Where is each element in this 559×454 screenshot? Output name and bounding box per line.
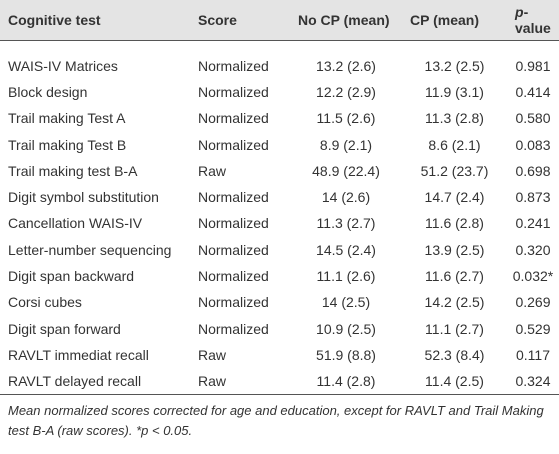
table-cell: 10.9 (2.5) [316, 320, 376, 337]
header-cell: No CP (mean) [290, 0, 402, 41]
spacer [0, 40, 559, 53]
header-row: Cognitive test Score No CP (mean) CP (mean)… [0, 0, 559, 41]
table-row: WAIS-IV Matrices Normalized 13.2 (2.6) 13.2… [0, 53, 559, 79]
header-cell: p-value [507, 0, 559, 41]
table-row: Digit span forward Normalized 10.9 (2.5) 11… [0, 315, 559, 341]
table-cell: RAVLT delayed recall [0, 368, 190, 395]
table-cell: 11.4 (2.5) [402, 368, 507, 395]
table-cell: 11.3 (2.8) [425, 110, 484, 127]
table-cell: Normalized [198, 241, 269, 258]
table-cell: 0.241 [515, 215, 551, 232]
table-cell: 14.5 (2.4) [316, 241, 376, 258]
table-cell: Trail making Test B [8, 136, 127, 153]
table-row: Cancellation WAIS-IV Normalized 11.3 (2.7)… [0, 210, 559, 236]
footnote: Mean normalized scores corrected for age… [8, 402, 544, 438]
table-cell: Trail making test B-A [8, 162, 138, 179]
table-cell: 14 (2.6) [321, 189, 371, 206]
table-row: Letter-number sequencing Normalized 14.5 (… [0, 237, 559, 263]
table-cell: 0.873 [515, 189, 551, 206]
table-cell: 11.6 (2.8) [425, 215, 484, 232]
table-cell: 11.1 (2.7) [425, 320, 484, 337]
table-cell: Digit span backward [8, 268, 135, 285]
results-table: Cognitive test Score No CP (mean) CP (mean)… [0, 0, 559, 395]
table-cell: 13.2 (2.5) [424, 57, 485, 74]
header-cell: Score [190, 0, 290, 41]
table-cell: Trail making Test A [8, 110, 126, 127]
table-row: Trail making Test B Normalized 8.9 (2.1) 8.… [0, 131, 559, 157]
header-cell: Cognitive test [0, 0, 190, 41]
table-cell: Digit symbol substitution [8, 189, 159, 206]
table-cell: Normalized [198, 83, 269, 100]
table-cell: 0.529 [515, 320, 551, 337]
table-cell: Raw [198, 162, 227, 179]
table-cell: Normalized [198, 268, 269, 285]
table-cell: 0.414 [515, 83, 551, 100]
table-cell: 12.2 (2.9) [316, 83, 376, 100]
table-body: WAIS-IV Matrices Normalized 13.2 (2.6) 13.2… [0, 40, 559, 395]
table-cell: Raw [190, 368, 290, 395]
table-cell: 0.320 [515, 241, 551, 258]
table-row: Digit symbol substitution Normalized 14 (2… [0, 184, 559, 210]
table-cell: Normalized [198, 110, 269, 127]
table-cell: 51.2 (23.7) [420, 162, 489, 179]
table-cell: 11.4 (2.8) [290, 368, 402, 395]
table-cell: 8.6 (2.1) [428, 136, 481, 153]
table-cell: Letter-number sequencing [8, 241, 172, 258]
table-cell: Block design [8, 83, 88, 100]
table-cell: 14.2 (2.5) [424, 294, 485, 311]
table-cell: Normalized [198, 189, 269, 206]
table-cell: Normalized [198, 320, 269, 337]
table-row: Trail making test B-A Raw 48.9 (22.4) 51.2 … [0, 158, 559, 184]
table-cell: Raw [198, 346, 227, 363]
table-cell: Digit span forward [8, 320, 121, 337]
table-row: RAVLT immediat recall Raw 51.9 (8.8) 52.3 (… [0, 342, 559, 368]
table-row: Block design Normalized 12.2 (2.9) 11.9 (3.… [0, 79, 559, 105]
table-row: Digit span backward Normalized 11.1 (2.6) 1… [0, 263, 559, 289]
table-header: Cognitive test Score No CP (mean) CP (mean)… [0, 0, 559, 41]
table-cell: 48.9 (22.4) [312, 162, 380, 179]
table-row: RAVLT delayed recall Raw 11.4 (2.8) 11.4 (2… [0, 368, 559, 395]
table-cell: 51.9 (8.8) [316, 346, 376, 363]
table-cell: 14.7 (2.4) [424, 189, 485, 206]
table-cell: 14 (2.5) [321, 294, 371, 311]
table-cell: 13.2 (2.6) [316, 57, 376, 74]
header-cell: CP (mean) [402, 0, 507, 41]
table-cell: Corsi cubes [8, 294, 82, 311]
table-cell: 11.9 (3.1) [425, 83, 484, 100]
table-cell: 8.9 (2.1) [319, 136, 373, 153]
table-cell: 0.032* [512, 268, 554, 285]
table-cell: Normalized [198, 57, 269, 74]
table-cell: Normalized [198, 215, 269, 232]
table-cell: 11.5 (2.6) [316, 110, 376, 127]
table-cell: Cancellation WAIS-IV [8, 215, 143, 232]
table-cell: 0.083 [515, 136, 551, 153]
table-cell: 0.580 [515, 110, 551, 127]
table-cell: 0.981 [515, 57, 551, 74]
table-cell: 0.269 [515, 294, 551, 311]
table-cell: RAVLT immediat recall [8, 346, 149, 363]
table-cell: 13.9 (2.5) [424, 241, 485, 258]
table-cell: Normalized [198, 294, 269, 311]
table-cell: 11.6 (2.7) [425, 268, 484, 285]
table-row: Corsi cubes Normalized 14 (2.5) 14.2 (2.5) 0… [0, 289, 559, 315]
table-cell: 52.3 (8.4) [424, 346, 485, 363]
table-cell: WAIS-IV Matrices [8, 57, 118, 74]
table-cell: 11.1 (2.6) [316, 268, 376, 285]
table-cell: Normalized [198, 136, 269, 153]
table-cell: 0.117 [516, 346, 550, 363]
table-cell: 11.3 (2.7) [316, 215, 376, 232]
table-row: Trail making Test A Normalized 11.5 (2.6) 1… [0, 105, 559, 131]
table-cell: 0.324 [507, 368, 559, 395]
table-cell: 0.698 [515, 162, 551, 179]
